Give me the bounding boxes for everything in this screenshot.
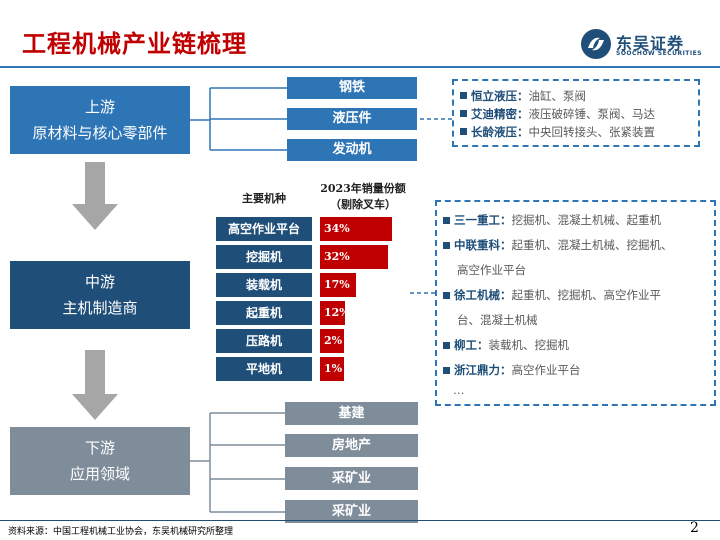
bullet-icon bbox=[443, 242, 450, 249]
arrow-down-icon bbox=[72, 350, 118, 420]
company-name: 艾迪精密 bbox=[471, 107, 517, 121]
bullet-icon bbox=[443, 292, 450, 299]
company-name: 长龄液压 bbox=[471, 125, 517, 139]
list-item: 三一重工：挖掘机、混凝土机械、起重机 bbox=[443, 208, 714, 233]
list-item: 徐工机械：起重机、挖掘机、高空作业平 bbox=[443, 283, 714, 308]
chart-category-label: 起重机 bbox=[216, 301, 312, 325]
arrow-down-icon bbox=[72, 162, 118, 230]
upstream-company-list: 恒立液压：油缸、泵阀 艾迪精密：液压破碎锤、泵阀、马达 长龄液压：中央回转接头、… bbox=[452, 79, 700, 147]
list-item: 恒立液压：油缸、泵阀 bbox=[460, 87, 698, 105]
bullet-icon bbox=[460, 128, 467, 135]
company-products: 油缸、泵阀 bbox=[528, 89, 587, 103]
bullet-icon bbox=[443, 342, 450, 349]
bullet-icon bbox=[460, 92, 467, 99]
company-products: 挖掘机、混凝土机械、起重机 bbox=[511, 213, 662, 227]
list-item: 柳工：装载机、挖掘机 bbox=[443, 333, 714, 358]
list-item: 浙江鼎力：高空作业平台 bbox=[443, 358, 714, 383]
chart-category-label: 平地机 bbox=[216, 357, 312, 381]
company-products: 液压破碎锤、泵阀、马达 bbox=[528, 107, 656, 121]
list-item: 中联重科：起重机、混凝土机械、挖掘机、 bbox=[443, 233, 714, 258]
stage-upstream-subtitle: 原材料与核心零部件 bbox=[32, 124, 168, 142]
chart-bar: 12% bbox=[320, 301, 350, 325]
stage-downstream: 下游 应用领域 bbox=[10, 427, 190, 495]
list-item: 艾迪精密：液压破碎锤、泵阀、马达 bbox=[460, 105, 698, 123]
source-note: 资料来源：中国工程机械工业协会，东吴机械研究所整理 bbox=[8, 527, 234, 537]
company-products-cont: 台、混凝土机械 bbox=[457, 313, 538, 327]
bullet-icon bbox=[443, 367, 450, 374]
downstream-item-mining-2: 采矿业 bbox=[285, 500, 418, 523]
company-name: 恒立液压 bbox=[471, 89, 517, 103]
company-name: 徐工机械 bbox=[454, 288, 500, 302]
stage-upstream-title: 上游 bbox=[84, 98, 115, 116]
company-name: 柳工 bbox=[454, 338, 477, 352]
company-name: 浙江鼎力 bbox=[454, 363, 500, 377]
chart-column-header-type: 主要机种 bbox=[242, 192, 286, 205]
company-name: 三一重工 bbox=[454, 213, 500, 227]
chart-bar: 32% bbox=[320, 245, 388, 269]
stage-midstream: 中游 主机制造商 bbox=[10, 261, 190, 329]
chart-bar: 1% bbox=[320, 357, 344, 381]
stage-midstream-subtitle: 主机制造商 bbox=[62, 299, 138, 317]
chart-header-line2: （剔除叉车） bbox=[330, 198, 396, 211]
upstream-item-engine: 发动机 bbox=[287, 139, 417, 161]
footer-divider bbox=[0, 520, 720, 521]
company-products: 起重机、混凝土机械、挖掘机、 bbox=[511, 238, 673, 252]
upstream-item-steel: 钢铁 bbox=[287, 77, 417, 99]
logo-name-en: SOOCHOW SECURITIES bbox=[616, 50, 703, 57]
chart-bar: 2% bbox=[320, 329, 344, 353]
chart-category-label: 装载机 bbox=[216, 273, 312, 297]
company-name: 中联重科 bbox=[454, 238, 500, 252]
list-ellipsis: … bbox=[453, 383, 465, 397]
midstream-company-list: 三一重工：挖掘机、混凝土机械、起重机 中联重科：起重机、混凝土机械、挖掘机、 高… bbox=[435, 200, 716, 406]
page-title: 工程机械产业链梳理 bbox=[22, 29, 247, 58]
stage-midstream-title: 中游 bbox=[84, 273, 115, 291]
stage-downstream-title: 下游 bbox=[84, 439, 115, 457]
stage-upstream: 上游 原材料与核心零部件 bbox=[10, 86, 190, 154]
chart-category-label: 挖掘机 bbox=[216, 245, 312, 269]
company-products: 高空作业平台 bbox=[511, 363, 581, 377]
chart-bar: 34% bbox=[320, 217, 392, 241]
logo-icon bbox=[581, 29, 611, 59]
list-item: 长龄液压：中央回转接头、张紧装置 bbox=[460, 123, 698, 141]
page-number: 2 bbox=[690, 520, 699, 536]
chart-category-label: 高空作业平台 bbox=[216, 217, 312, 241]
bullet-icon bbox=[460, 110, 467, 117]
downstream-item-real-estate: 房地产 bbox=[285, 434, 418, 457]
chart-bar: 17% bbox=[320, 273, 356, 297]
company-products-cont: 高空作业平台 bbox=[457, 263, 526, 277]
upstream-item-hydraulics: 液压件 bbox=[287, 108, 417, 130]
bullet-icon bbox=[443, 217, 450, 224]
company-products: 起重机、挖掘机、高空作业平 bbox=[511, 288, 662, 302]
company-products: 装载机、挖掘机 bbox=[488, 338, 570, 352]
chart-category-label: 压路机 bbox=[216, 329, 312, 353]
header-divider bbox=[0, 66, 720, 68]
logo-name-cn: 东吴证券 bbox=[616, 34, 685, 53]
downstream-item-mining: 采矿业 bbox=[285, 467, 418, 490]
downstream-item-infrastructure: 基建 bbox=[285, 402, 418, 425]
chart-header-line1: 2023年销量份额 bbox=[320, 182, 406, 195]
chart-column-header-share: 2023年销量份额 （剔除叉车） bbox=[308, 180, 418, 212]
company-logo: 东吴证券 SOOCHOW SECURITIES bbox=[580, 28, 710, 62]
company-products: 中央回转接头、张紧装置 bbox=[528, 125, 656, 139]
stage-downstream-subtitle: 应用领域 bbox=[69, 465, 130, 483]
